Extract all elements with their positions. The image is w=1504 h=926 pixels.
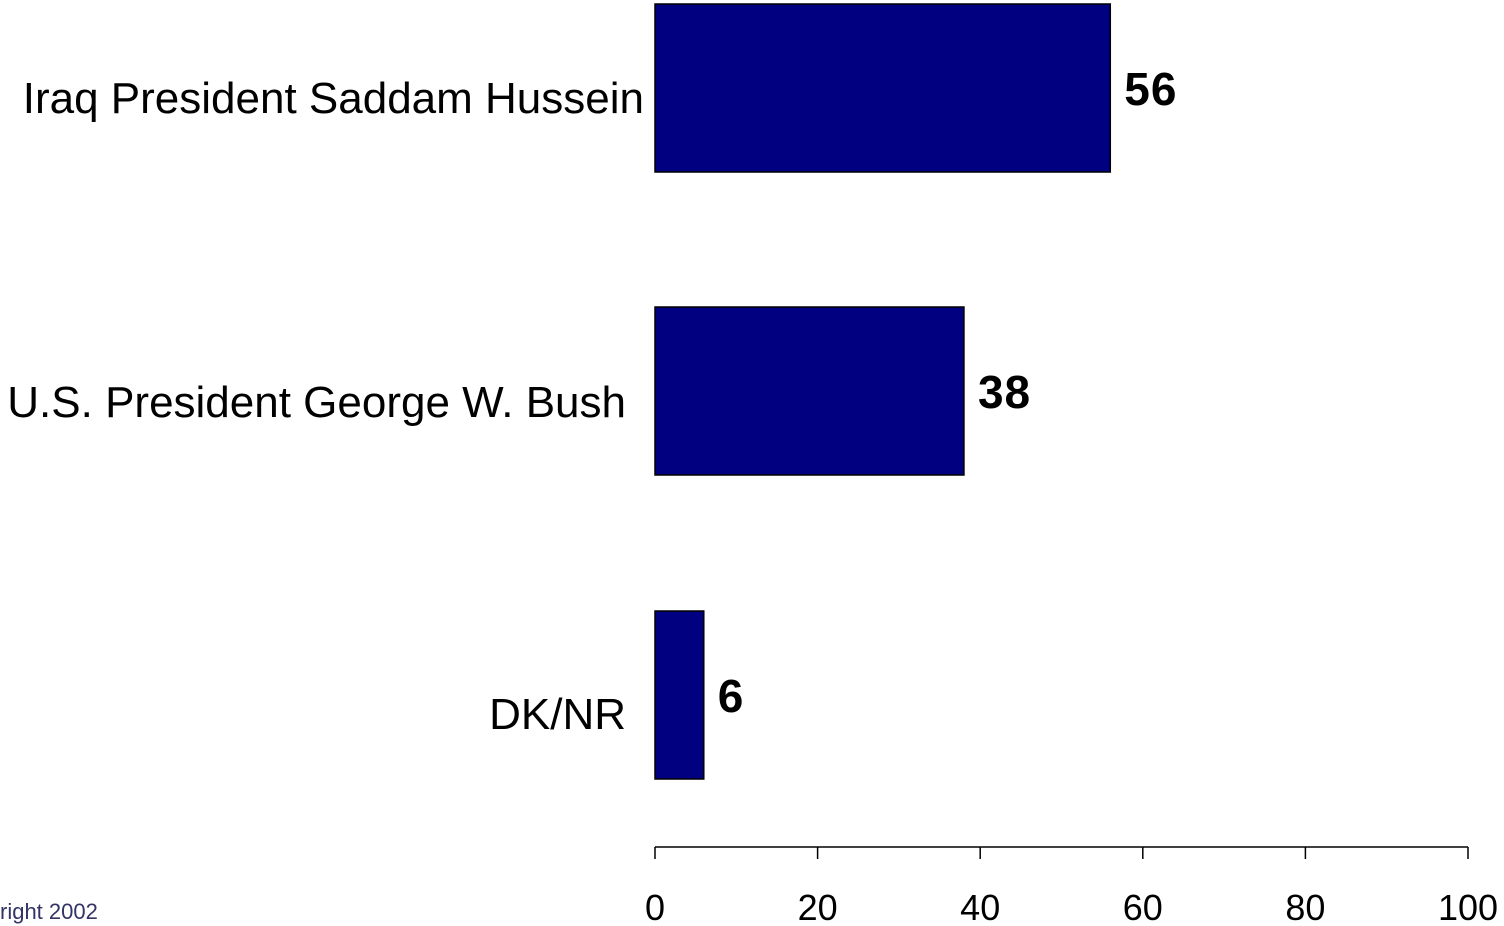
x-tick-label-20: 20 [798, 887, 838, 926]
bar-1 [654, 3, 1112, 173]
footer-copyright: right 2002 [0, 899, 98, 924]
bars-layer [654, 3, 1112, 780]
x-tick-label-100: 100 [1438, 887, 1498, 926]
x-tick-label-0: 0 [645, 887, 665, 926]
value-label-2: 38 [978, 366, 1031, 418]
value-label-1: 56 [1124, 63, 1177, 115]
value-labels: 56 38 6 [718, 63, 1177, 722]
bar-3 [654, 610, 705, 780]
x-tick-label-40: 40 [960, 887, 1000, 926]
x-axis: 0 20 40 60 80 100 [645, 846, 1498, 926]
x-tick-label-80: 80 [1285, 887, 1325, 926]
bar-2 [654, 306, 965, 476]
category-label-3: DK/NR [489, 690, 626, 739]
category-labels: Iraq President Saddam Hussein U.S. Presid… [7, 74, 644, 739]
x-tick-label-60: 60 [1123, 887, 1163, 926]
value-label-3: 6 [718, 670, 745, 722]
category-label-1: Iraq President Saddam Hussein [23, 74, 644, 123]
category-label-2: U.S. President George W. Bush [7, 378, 626, 427]
